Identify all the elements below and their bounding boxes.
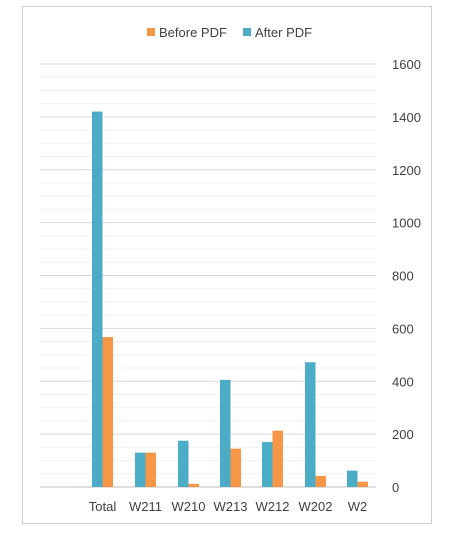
x-tick-label: W212 xyxy=(256,499,290,514)
x-tick-label: W2 xyxy=(348,499,368,514)
bar-before-pdf-total xyxy=(102,337,113,487)
legend-swatch-after-pdf xyxy=(243,28,251,36)
y-tick-label: 0 xyxy=(392,480,399,495)
y-axis-tick-labels: 0 200 400 600 800 1000 1200 1400 1600 xyxy=(392,57,421,495)
x-tick-label: Total xyxy=(89,499,117,514)
bar-before-pdf-w212 xyxy=(272,430,283,487)
y-tick-label: 400 xyxy=(392,374,414,389)
bar-before-pdf-w211 xyxy=(145,452,156,487)
bars xyxy=(92,111,368,488)
y-tick-label: 1600 xyxy=(392,57,421,72)
bar-before-pdf-w2 xyxy=(357,481,368,487)
legend-label-after-pdf: After PDF xyxy=(255,25,312,40)
legend: Before PDF After PDF xyxy=(147,25,312,40)
x-tick-label: W213 xyxy=(214,499,248,514)
legend-label-before-pdf: Before PDF xyxy=(159,25,227,40)
y-tick-label: 200 xyxy=(392,427,414,442)
y-tick-label: 1000 xyxy=(392,216,421,231)
y-tick-label: 800 xyxy=(392,269,414,284)
legend-swatch-before-pdf xyxy=(147,28,155,36)
bar-after-pdf-w2 xyxy=(347,470,358,487)
bar-after-pdf-w212 xyxy=(262,442,273,487)
y-tick-label: 1200 xyxy=(392,163,421,178)
y-tick-label: 1400 xyxy=(392,110,421,125)
y-tick-label: 600 xyxy=(392,321,414,336)
bar-after-pdf-w213 xyxy=(220,379,231,487)
bar-before-pdf-w210 xyxy=(188,483,199,487)
bar-after-pdf-w210 xyxy=(178,440,189,487)
x-tick-label: W211 xyxy=(129,499,162,514)
x-axis-tick-labels: Total W211 W210 W213 W212 W202 W2 xyxy=(89,499,367,514)
bar-before-pdf-w202 xyxy=(315,475,326,487)
bar-after-pdf-w202 xyxy=(305,362,316,487)
x-tick-label: W202 xyxy=(299,499,333,514)
bar-after-pdf-w211 xyxy=(135,452,146,487)
grid-lines xyxy=(40,63,376,488)
bar-before-pdf-w213 xyxy=(230,448,241,487)
bar-after-pdf-total xyxy=(92,111,103,488)
x-tick-label: W210 xyxy=(172,499,206,514)
